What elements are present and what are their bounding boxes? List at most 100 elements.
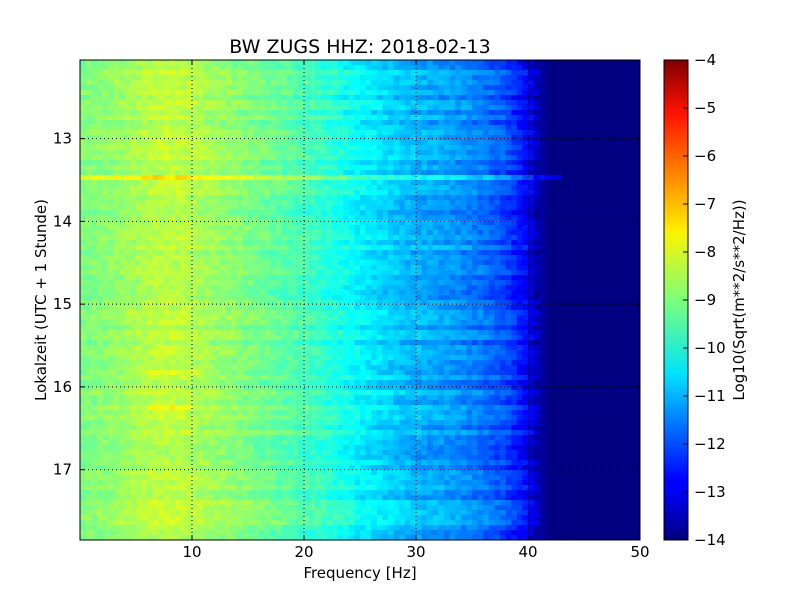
spectrogram-cell — [186, 200, 193, 206]
spectrogram-cell — [623, 225, 630, 231]
spectrogram-cell — [197, 125, 204, 131]
spectrogram-cell — [208, 260, 215, 266]
spectrogram-cell — [270, 90, 277, 96]
spectrogram-cell — [96, 190, 103, 196]
spectrogram-cell — [371, 85, 378, 91]
spectrogram-cell — [494, 175, 501, 181]
spectrogram-cell — [180, 240, 187, 246]
spectrogram-cell — [360, 220, 366, 226]
spectrogram-cell — [533, 285, 540, 291]
spectrogram-cell — [102, 105, 109, 111]
spectrogram-cell — [96, 265, 103, 271]
spectrogram-cell — [477, 210, 484, 216]
spectrogram-cell — [416, 200, 422, 206]
spectrogram-cell — [533, 105, 540, 111]
spectrogram-cell — [360, 120, 366, 126]
spectrogram-cell — [158, 100, 165, 106]
spectrogram-cell — [192, 155, 198, 161]
spectrogram-cell — [416, 300, 422, 306]
spectrogram-cell — [404, 205, 411, 211]
spectrogram-cell — [388, 295, 394, 301]
spectrogram-cell — [477, 140, 484, 146]
spectrogram-cell — [332, 295, 338, 301]
spectrogram-cell — [164, 80, 170, 86]
spectrogram-cell — [477, 60, 484, 66]
spectrogram-cell — [136, 165, 142, 171]
spectrogram-cell — [606, 205, 613, 211]
spectrogram-cell — [208, 110, 215, 116]
spectrogram-cell — [242, 165, 249, 171]
spectrogram-cell — [511, 125, 518, 131]
spectrogram-cell — [628, 240, 635, 246]
spectrogram-cell — [561, 245, 568, 251]
spectrogram-cell — [180, 65, 187, 71]
spectrogram-cell — [466, 115, 473, 121]
spectrogram-cell — [572, 270, 579, 276]
spectrogram-cell — [186, 60, 193, 66]
spectrogram-cell — [432, 210, 439, 216]
spectrogram-cell — [421, 150, 428, 156]
spectrogram-cell — [533, 85, 540, 91]
spectrogram-cell — [561, 205, 568, 211]
spectrogram-cell — [421, 240, 428, 246]
spectrogram-cell — [169, 200, 176, 206]
spectrogram-cell — [231, 250, 238, 256]
spectrogram-cell — [388, 195, 394, 201]
spectrogram-cell — [175, 105, 182, 111]
spectrogram-cell — [628, 60, 635, 66]
spectrogram-cell — [192, 60, 198, 66]
spectrogram-cell — [606, 235, 613, 241]
spectrogram-cell — [304, 155, 310, 161]
spectrogram-cell — [628, 200, 635, 206]
spectrogram-cell — [315, 285, 322, 291]
spectrogram-cell — [348, 195, 355, 201]
spectrogram-cell — [91, 250, 98, 256]
spectrogram-cell — [337, 75, 344, 81]
spectrogram-cell — [544, 295, 551, 301]
spectrogram-cell — [186, 190, 193, 196]
spectrogram-cell — [248, 95, 254, 101]
spectrogram-cell — [203, 180, 210, 186]
spectrogram-cell — [483, 90, 490, 96]
spectrogram-cell — [399, 260, 406, 266]
spectrogram-cell — [382, 205, 389, 211]
spectrogram-cell — [276, 250, 282, 256]
spectrogram-cell — [91, 270, 98, 276]
spectrogram-cell — [102, 145, 109, 151]
spectrogram-cell — [337, 180, 344, 186]
spectrogram-cell — [292, 225, 299, 231]
spectrogram-cell — [404, 125, 411, 131]
spectrogram-cell — [119, 110, 126, 116]
spectrogram-cell — [444, 105, 450, 111]
spectrogram-cell — [180, 300, 187, 306]
spectrogram-cell — [315, 275, 322, 281]
spectrogram-cell — [410, 185, 417, 191]
spectrogram-cell — [500, 205, 506, 211]
spectrogram-cell — [623, 270, 630, 276]
spectrogram-cell — [584, 280, 590, 286]
spectrogram-cell — [472, 135, 478, 141]
spectrogram-cell — [136, 85, 142, 91]
spectrogram-cell — [80, 60, 86, 66]
spectrogram-cell — [348, 120, 355, 126]
spectrogram-cell — [371, 225, 378, 231]
spectrogram-cell — [281, 140, 288, 146]
spectrogram-cell — [600, 295, 607, 301]
spectrogram-cell — [141, 265, 148, 271]
spectrogram-cell — [292, 130, 299, 136]
spectrogram-cell — [432, 120, 439, 126]
spectrogram-cell — [309, 260, 316, 266]
spectrogram-cell — [612, 180, 618, 186]
spectrogram-cell — [80, 195, 86, 201]
spectrogram-cell — [264, 245, 271, 251]
spectrogram-cell — [600, 245, 607, 251]
spectrogram-cell — [315, 305, 322, 311]
spectrogram-cell — [164, 160, 170, 166]
spectrogram-cell — [315, 280, 322, 286]
spectrogram-cell — [141, 275, 148, 281]
spectrogram-cell — [242, 245, 249, 251]
spectrogram-cell — [421, 155, 428, 161]
spectrogram-cell — [242, 150, 249, 156]
spectrogram-cell — [304, 190, 310, 196]
spectrogram-cell — [337, 210, 344, 216]
